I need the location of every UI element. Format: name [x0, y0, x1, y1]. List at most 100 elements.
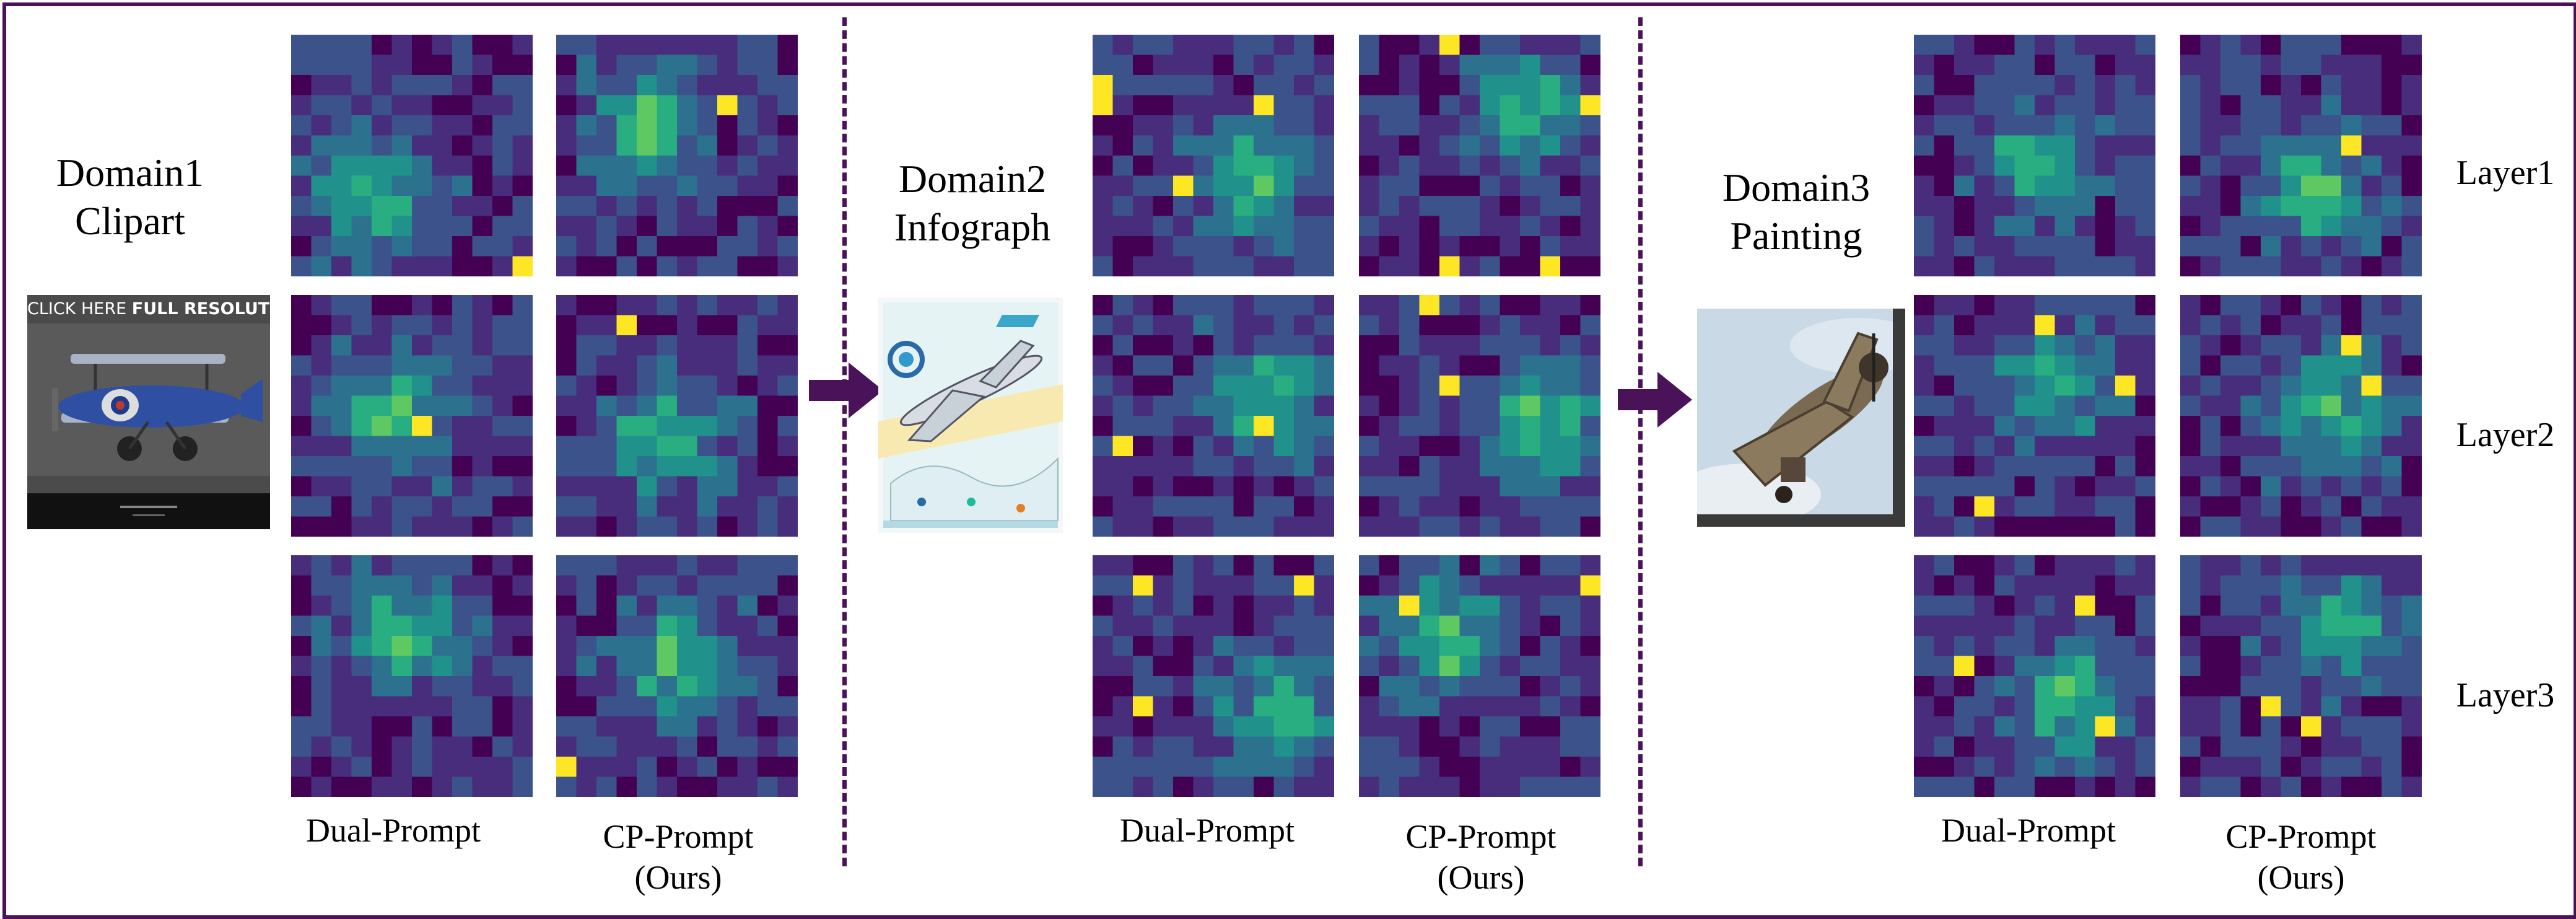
heatmap-cell — [697, 575, 718, 596]
heatmap-cell — [2240, 596, 2261, 617]
heatmap-cell — [1093, 636, 1114, 657]
heatmap-cell — [452, 516, 473, 537]
heatmap-cell — [1314, 736, 1334, 757]
heatmap-cell — [2321, 716, 2342, 737]
heatmap-cell — [492, 175, 513, 196]
heatmap-cell — [1954, 757, 1975, 778]
heatmap-cell — [2401, 55, 2422, 76]
heatmap-cell — [737, 716, 758, 737]
heatmap-cell — [1314, 115, 1334, 136]
heatmap-cell — [2240, 575, 2261, 596]
heatmap-cell — [677, 555, 698, 576]
heatmap-cell — [2200, 476, 2221, 497]
heatmap-cell — [2014, 636, 2035, 657]
heatmap-cell — [1153, 295, 1174, 316]
heatmap-cell — [472, 355, 493, 376]
heatmap-cell — [777, 395, 798, 416]
heatmap-cell — [2054, 236, 2076, 257]
heatmap-cell — [1173, 55, 1194, 76]
heatmap-cell — [2200, 95, 2221, 116]
heatmap-cell — [1173, 335, 1194, 356]
heatmap-cell — [351, 315, 372, 336]
heatmap-cell — [1193, 335, 1214, 356]
heatmap-cell — [697, 395, 718, 416]
heatmap-cell — [1914, 757, 1935, 778]
heatmap-cell — [351, 555, 372, 576]
heatmap-cell — [311, 516, 332, 537]
heatmap-cell — [1359, 55, 1380, 76]
heatmap-cell — [331, 75, 352, 96]
heatmap-cell — [492, 236, 513, 257]
heatmap-cell — [311, 456, 332, 477]
heatmap-cell — [1500, 776, 1521, 797]
heatmap-cell — [291, 236, 312, 257]
heatmap-cell — [372, 575, 393, 596]
heatmap-cell — [2180, 757, 2201, 778]
heatmap-cell — [1540, 615, 1561, 636]
heatmap-cell — [717, 736, 738, 757]
heatmap-cell — [351, 736, 372, 757]
heatmap-cell — [512, 295, 533, 316]
heatmap-cell — [351, 236, 372, 257]
heatmap-cell — [2014, 236, 2035, 257]
heatmap-cell — [596, 55, 618, 76]
heatmap-cell — [1954, 416, 1975, 437]
heatmap-cell — [657, 436, 678, 457]
heatmap-cell — [1520, 736, 1541, 757]
heatmap-cell — [2220, 75, 2242, 96]
heatmap-cell — [1500, 596, 1521, 617]
heatmap-cell — [2180, 175, 2201, 196]
heatmap-cell — [1954, 436, 1975, 457]
heatmap-cell — [1314, 716, 1334, 737]
heatmap-cell — [556, 236, 577, 257]
heatmap-cell — [758, 676, 779, 697]
heatmap-cell — [2401, 575, 2422, 596]
heatmap-cell — [2281, 216, 2302, 237]
heatmap-cell — [1233, 55, 1254, 76]
heatmap-cell — [2301, 696, 2322, 717]
heatmap-cell — [412, 656, 433, 677]
heatmap-cell — [351, 596, 372, 617]
heatmap-cell — [637, 156, 658, 177]
heatmap-cell — [1520, 295, 1541, 316]
heatmap-cell — [1359, 596, 1380, 617]
heatmap-cell — [1173, 716, 1194, 737]
heatmap-cell — [2054, 436, 2076, 457]
heatmap-cell — [472, 175, 493, 196]
heatmap-cell — [472, 716, 493, 737]
heatmap-cell — [2240, 355, 2261, 376]
heatmap-cell — [2200, 335, 2221, 356]
heatmap-cell — [1540, 256, 1561, 276]
heatmap-cell — [2035, 757, 2056, 778]
heatmap-cell — [452, 776, 473, 797]
heatmap-cell — [1379, 615, 1400, 636]
heatmap-cell — [737, 115, 758, 136]
heatmap-cell — [1173, 196, 1194, 217]
heatmap-cell — [2240, 196, 2261, 217]
heatmap-cell — [2220, 716, 2242, 737]
heatmap-cell — [616, 716, 637, 737]
heatmap-cell — [2341, 135, 2362, 156]
heatmap-cell — [596, 315, 618, 336]
heatmap-cell — [657, 696, 678, 717]
heatmap-cell — [331, 575, 352, 596]
heatmap-cell — [2115, 95, 2136, 116]
heatmap-cell — [351, 656, 372, 677]
heatmap-cell — [1520, 35, 1541, 56]
heatmap-cell — [331, 355, 352, 376]
heatmap-cell — [1112, 315, 1133, 336]
heatmap-cell — [331, 656, 352, 677]
heatmap-cell — [1133, 395, 1154, 416]
heatmap-cell — [2135, 776, 2155, 797]
heatmap-cell — [2200, 35, 2221, 56]
heatmap-cell — [2220, 175, 2242, 196]
heatmap-cell — [616, 135, 637, 156]
heatmap-cell — [1233, 716, 1254, 737]
heatmap-cell — [717, 696, 738, 717]
heatmap-cell — [1974, 736, 1995, 757]
heatmap-cell — [1273, 335, 1295, 356]
heatmap-cell — [1213, 376, 1234, 397]
heatmap-cell — [1173, 236, 1194, 257]
heatmap-cell — [1213, 615, 1234, 636]
heatmap-cell — [2382, 496, 2403, 517]
